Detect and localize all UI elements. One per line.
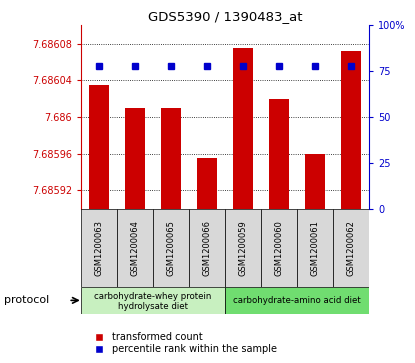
Text: GSM1200064: GSM1200064: [130, 220, 139, 276]
Bar: [261, 209, 297, 287]
Text: protocol: protocol: [4, 295, 49, 305]
Text: GSM1200065: GSM1200065: [166, 220, 176, 276]
Legend: transformed count, percentile rank within the sample: transformed count, percentile rank withi…: [86, 329, 281, 358]
Text: GSM1200066: GSM1200066: [203, 220, 212, 276]
Text: carbohydrate-amino acid diet: carbohydrate-amino acid diet: [233, 296, 361, 305]
Bar: [342, 51, 361, 209]
Title: GDS5390 / 1390483_at: GDS5390 / 1390483_at: [148, 10, 303, 23]
Bar: [269, 99, 289, 209]
Text: carbohydrate-whey protein: carbohydrate-whey protein: [94, 292, 212, 301]
Text: GSM1200062: GSM1200062: [347, 220, 356, 276]
Bar: [117, 209, 153, 287]
Text: GSM1200060: GSM1200060: [275, 220, 284, 276]
Bar: [225, 287, 369, 314]
Bar: [225, 209, 261, 287]
Bar: [153, 209, 189, 287]
Bar: [233, 48, 253, 209]
Bar: [81, 287, 225, 314]
Bar: [305, 154, 325, 209]
Bar: [297, 209, 333, 287]
Bar: [125, 108, 145, 209]
Bar: [161, 108, 181, 209]
Text: hydrolysate diet: hydrolysate diet: [118, 302, 188, 311]
Text: GSM1200063: GSM1200063: [95, 220, 103, 276]
Bar: [89, 85, 109, 209]
Text: GSM1200059: GSM1200059: [239, 220, 248, 276]
Bar: [81, 209, 117, 287]
Text: GSM1200061: GSM1200061: [311, 220, 320, 276]
Bar: [189, 209, 225, 287]
Bar: [333, 209, 369, 287]
Bar: [197, 158, 217, 209]
